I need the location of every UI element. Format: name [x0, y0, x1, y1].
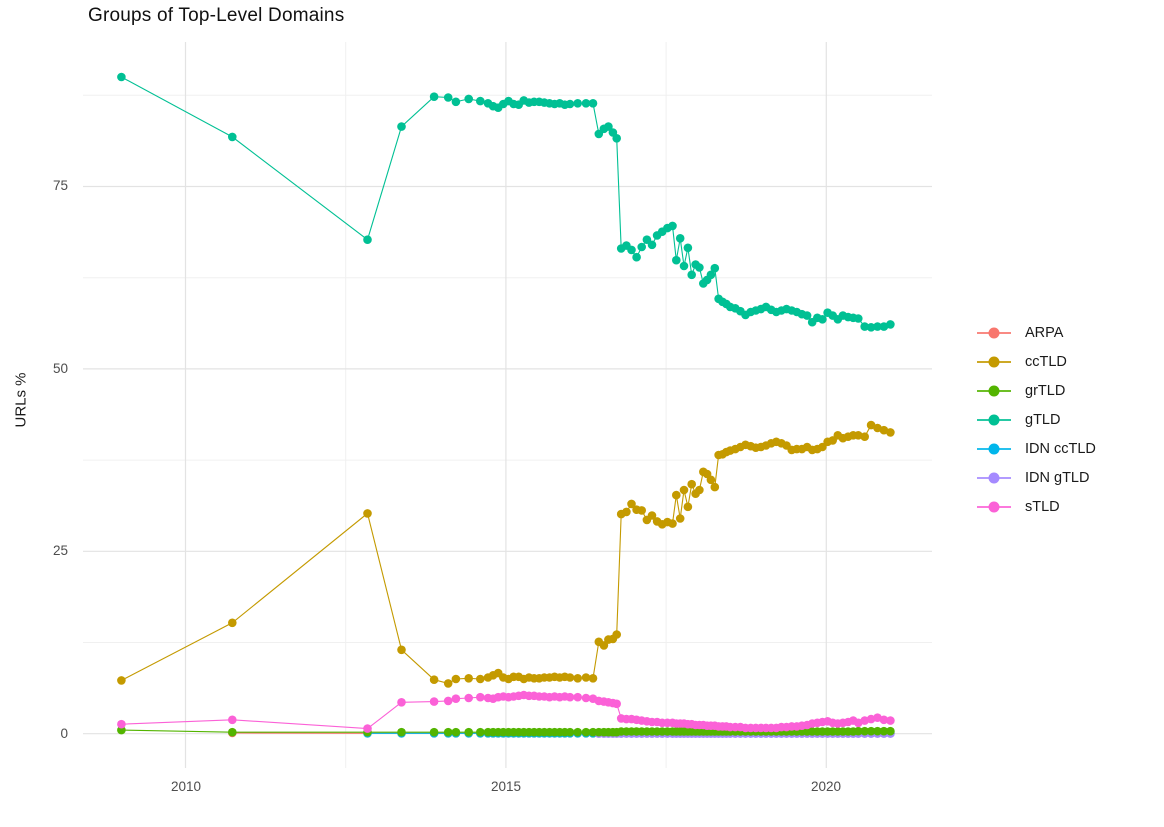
y-tick-label: 25 [52, 543, 68, 558]
stld-legend-key-icon [977, 501, 1011, 513]
legend-label: IDN gTLD [1025, 469, 1090, 486]
gtld-legend-key-icon [977, 414, 1011, 426]
legend-item-idn-cctld: IDN ccTLD [977, 434, 1096, 463]
series-sTLD [117, 690, 895, 733]
legend-item-arpa: ARPA [977, 318, 1096, 347]
series-grTLD [117, 725, 895, 737]
x-tick-label: 2010 [170, 779, 202, 794]
legend-item-gtld: gTLD [977, 405, 1096, 434]
x-tick-label: 2015 [490, 779, 522, 794]
legend-item-stld: sTLD [977, 492, 1096, 521]
y-axis-title: URLs % [12, 372, 30, 428]
grtld-legend-key-icon [977, 385, 1011, 397]
legend-label: gTLD [1025, 411, 1061, 428]
plot-area [83, 42, 932, 768]
series-ccTLD [117, 420, 895, 688]
y-tick-label: 0 [60, 726, 68, 741]
legend-item-idn-gtld: IDN gTLD [977, 463, 1096, 492]
idn-gtld-legend-key-icon [977, 472, 1011, 484]
legend: ARPA ccTLD grTLD gTLD IDN ccTLD IDN gTLD sTLD [977, 318, 1096, 521]
legend-label: sTLD [1025, 498, 1060, 515]
y-tick-label: 50 [52, 361, 68, 376]
y-tick-label: 75 [52, 178, 68, 193]
legend-item-grtld: grTLD [977, 376, 1096, 405]
legend-label: IDN ccTLD [1025, 440, 1096, 457]
x-tick-label: 2020 [810, 779, 842, 794]
series-gTLD [117, 72, 895, 332]
cctld-legend-key-icon [977, 356, 1011, 368]
legend-label: grTLD [1025, 382, 1066, 399]
legend-item-cctld: ccTLD [977, 347, 1096, 376]
idn-cctld-legend-key-icon [977, 443, 1011, 455]
chart-title: Groups of Top-Level Domains [88, 5, 345, 26]
minor-gridlines [83, 42, 932, 768]
major-gridlines [83, 42, 932, 768]
legend-label: ccTLD [1025, 353, 1067, 370]
arpa-legend-key-icon [977, 327, 1011, 339]
legend-label: ARPA [1025, 324, 1064, 341]
